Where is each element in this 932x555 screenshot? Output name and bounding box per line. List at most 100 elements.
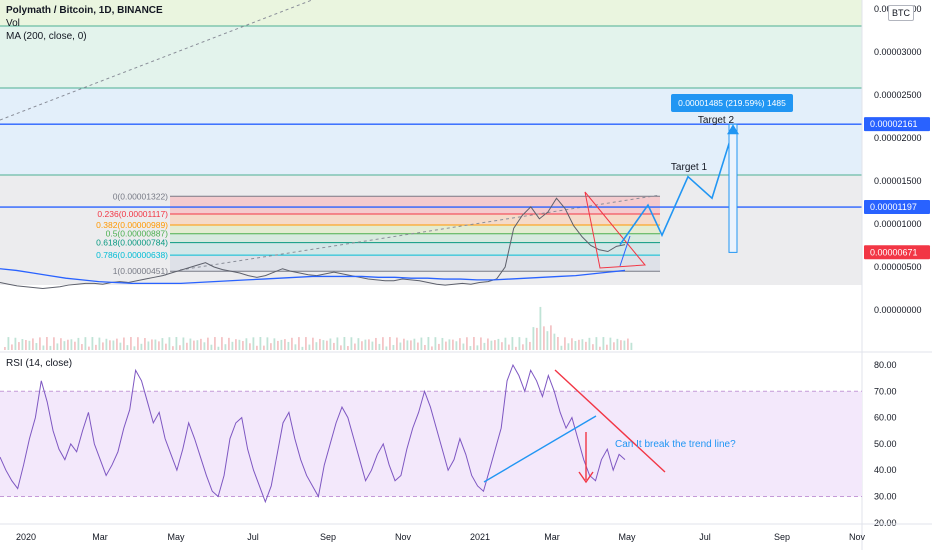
ma-legend[interactable]: MA (200, close, 0) bbox=[6, 31, 87, 42]
volume-bar bbox=[473, 337, 475, 350]
volume-bar bbox=[175, 337, 178, 350]
target-2-label: Target 2 bbox=[698, 115, 735, 126]
fib-level-label: 0(0.00001322) bbox=[113, 191, 168, 201]
volume-bar bbox=[280, 339, 283, 350]
volume-bar bbox=[301, 346, 304, 350]
volume-bar bbox=[242, 341, 244, 350]
volume-bar bbox=[501, 342, 503, 350]
time-tick-label: Jul bbox=[247, 532, 259, 542]
volume-bar bbox=[105, 338, 108, 350]
volume-bar bbox=[497, 338, 500, 350]
volume-bar bbox=[116, 338, 118, 350]
volume-bar bbox=[123, 337, 125, 350]
time-tick-label: Mar bbox=[92, 532, 108, 542]
projection-path bbox=[619, 124, 736, 246]
volume-bar bbox=[518, 337, 521, 350]
volume-bar bbox=[378, 343, 381, 350]
volume-bar bbox=[599, 346, 601, 350]
measure-box bbox=[728, 123, 738, 253]
rsi-tick-label: 50.00 bbox=[874, 439, 897, 449]
volume-bar bbox=[67, 339, 69, 350]
volume-bar bbox=[161, 338, 164, 350]
volume-bar bbox=[347, 346, 349, 350]
fib-level-label: 0.5(0.00000887) bbox=[106, 229, 169, 239]
fib-zone bbox=[170, 224, 660, 234]
volume-bar bbox=[560, 345, 563, 350]
volume-bar bbox=[46, 337, 48, 350]
volume-bar bbox=[56, 343, 59, 350]
currency-tag[interactable]: BTC bbox=[888, 5, 914, 21]
rsi-line bbox=[0, 363, 626, 504]
volume-bar bbox=[410, 340, 412, 350]
volume-bar bbox=[147, 341, 150, 350]
volume-bar bbox=[319, 338, 321, 350]
volume-legend[interactable]: Vol bbox=[6, 18, 20, 29]
volume-bar bbox=[504, 337, 507, 350]
volume-bar bbox=[322, 340, 325, 350]
price-axis-tag bbox=[864, 200, 930, 215]
volume-bar bbox=[109, 340, 111, 350]
volume-bar bbox=[441, 337, 444, 350]
volume-bar bbox=[102, 342, 104, 350]
volume-bar bbox=[630, 342, 633, 350]
volume-bar bbox=[63, 341, 66, 350]
volume-bar bbox=[476, 345, 479, 350]
fib-level-label: 0.382(0.00000989) bbox=[96, 220, 168, 230]
volume-bar bbox=[294, 344, 297, 350]
volume-bar bbox=[4, 347, 6, 350]
volume-bar bbox=[343, 337, 346, 350]
rsi-tick-label: 40.00 bbox=[874, 465, 897, 475]
volume-bar bbox=[417, 342, 419, 350]
volume-bar bbox=[193, 340, 195, 350]
volume-bar bbox=[574, 341, 577, 350]
volume-bar bbox=[140, 343, 143, 350]
volume-bar bbox=[305, 337, 307, 350]
volume-bar bbox=[375, 337, 377, 350]
rsi-tick-label: 60.00 bbox=[874, 413, 897, 423]
rsi-legend[interactable]: RSI (14, close) bbox=[6, 358, 73, 369]
fib-level-label: 1(0.00000451) bbox=[113, 266, 168, 276]
rsi-annotation: Can It break the trend line? bbox=[615, 439, 736, 450]
volume-bar bbox=[354, 343, 356, 350]
rsi-resistance-line bbox=[554, 369, 666, 473]
symbol-title[interactable]: Polymath / Bitcoin, 1D, BINANCE bbox=[6, 5, 163, 16]
volume-bar bbox=[228, 337, 230, 350]
volume-bar bbox=[536, 327, 538, 350]
volume-bar bbox=[210, 344, 213, 350]
volume-bar bbox=[277, 340, 279, 350]
breakout-line bbox=[619, 235, 631, 267]
volume-bar bbox=[203, 342, 206, 350]
volume-bar bbox=[511, 337, 514, 350]
volume-bar bbox=[18, 342, 20, 350]
volume-bar bbox=[462, 343, 465, 350]
volume-bar bbox=[231, 341, 234, 350]
volume-bar bbox=[340, 345, 342, 350]
price-axis-tag bbox=[864, 245, 930, 260]
volume-bar bbox=[287, 341, 290, 350]
volume-bar bbox=[25, 340, 27, 350]
volume-bar bbox=[553, 333, 556, 350]
volume-bar bbox=[312, 337, 314, 350]
volume-bar bbox=[70, 339, 73, 350]
volume-bar bbox=[494, 340, 496, 350]
volume-bar bbox=[382, 337, 384, 350]
volume-bar bbox=[522, 344, 524, 350]
volume-bar bbox=[616, 338, 619, 350]
volume-bar bbox=[249, 343, 251, 350]
volume-bar bbox=[291, 337, 293, 350]
volume-bar bbox=[585, 341, 587, 350]
price-tick-label: 0.00001000 bbox=[874, 219, 922, 229]
zone-top bbox=[0, 0, 862, 26]
volume-bar bbox=[28, 340, 31, 350]
time-tick-label: Sep bbox=[320, 532, 336, 542]
volume-bar bbox=[532, 327, 535, 350]
fib-zone bbox=[170, 233, 660, 243]
volume-bar bbox=[263, 345, 265, 350]
volume-bar bbox=[91, 337, 94, 350]
volume-bar bbox=[130, 337, 132, 350]
time-tick-label: Mar bbox=[544, 532, 560, 542]
volume-bar bbox=[329, 338, 332, 350]
volume-bar bbox=[448, 339, 451, 350]
volume-bar bbox=[595, 337, 598, 350]
